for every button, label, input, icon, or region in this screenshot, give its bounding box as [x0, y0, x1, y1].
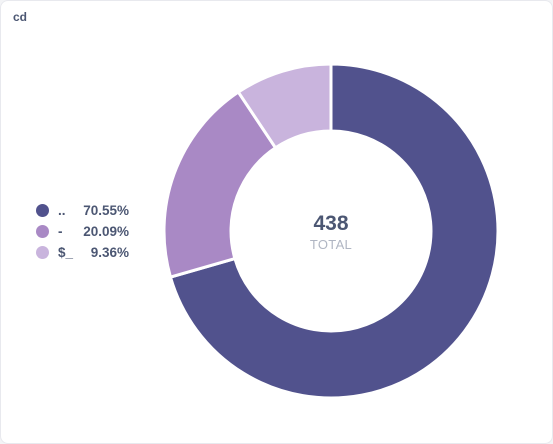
legend-item[interactable]: $_ 9.36% — [36, 242, 129, 263]
total-label: TOTAL — [310, 237, 352, 252]
legend-percent: 9.36% — [90, 245, 129, 260]
legend-label: .. — [58, 203, 66, 218]
donut-slice[interactable] — [168, 62, 500, 400]
legend-percent: 70.55% — [83, 203, 129, 218]
legend-dot — [36, 246, 49, 259]
card-title[interactable]: cd — [13, 10, 28, 24]
donut-slice[interactable] — [236, 62, 333, 150]
legend-label: - — [58, 224, 63, 239]
total-value: 438 — [313, 212, 348, 235]
legend-item[interactable]: - 20.09% — [36, 221, 129, 242]
legend-item[interactable]: .. 70.55% — [36, 200, 129, 221]
legend-dot — [36, 204, 49, 217]
legend-label: $_ — [58, 245, 74, 260]
donut-slices — [162, 62, 500, 400]
legend: .. 70.55% - 20.09% $_ 9.36% — [36, 200, 129, 263]
legend-percent: 20.09% — [83, 224, 129, 239]
legend-dot — [36, 225, 49, 238]
